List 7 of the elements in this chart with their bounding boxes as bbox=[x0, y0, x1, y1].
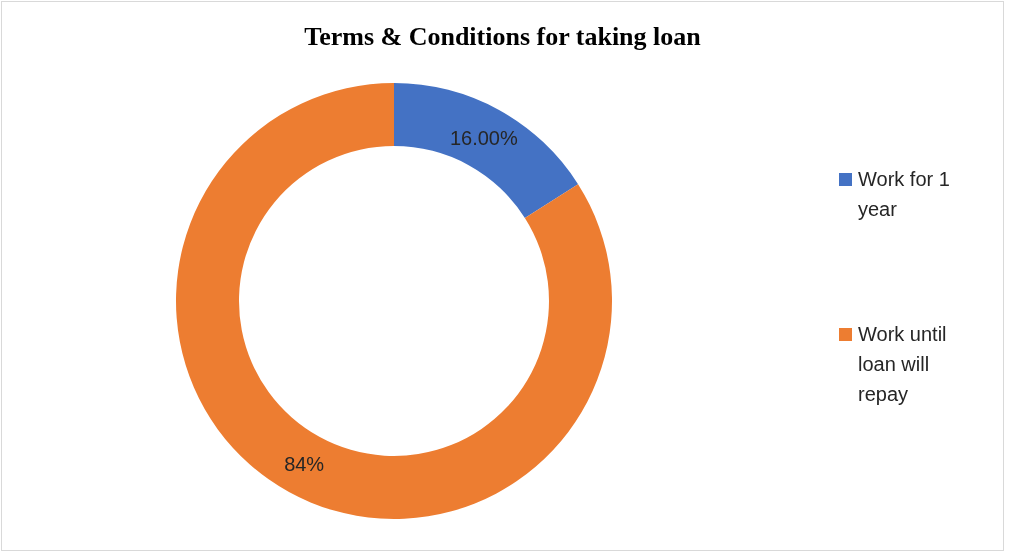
donut-slice bbox=[394, 83, 579, 218]
legend-label: Work for 1 year bbox=[858, 167, 951, 222]
data-label: 16.00% bbox=[449, 126, 518, 149]
legend-label: Work until loan will repay bbox=[858, 322, 948, 407]
donut-slice bbox=[176, 83, 612, 519]
chart-title: Terms & Conditions for taking loan bbox=[303, 22, 702, 52]
data-label: 84% bbox=[284, 453, 325, 476]
